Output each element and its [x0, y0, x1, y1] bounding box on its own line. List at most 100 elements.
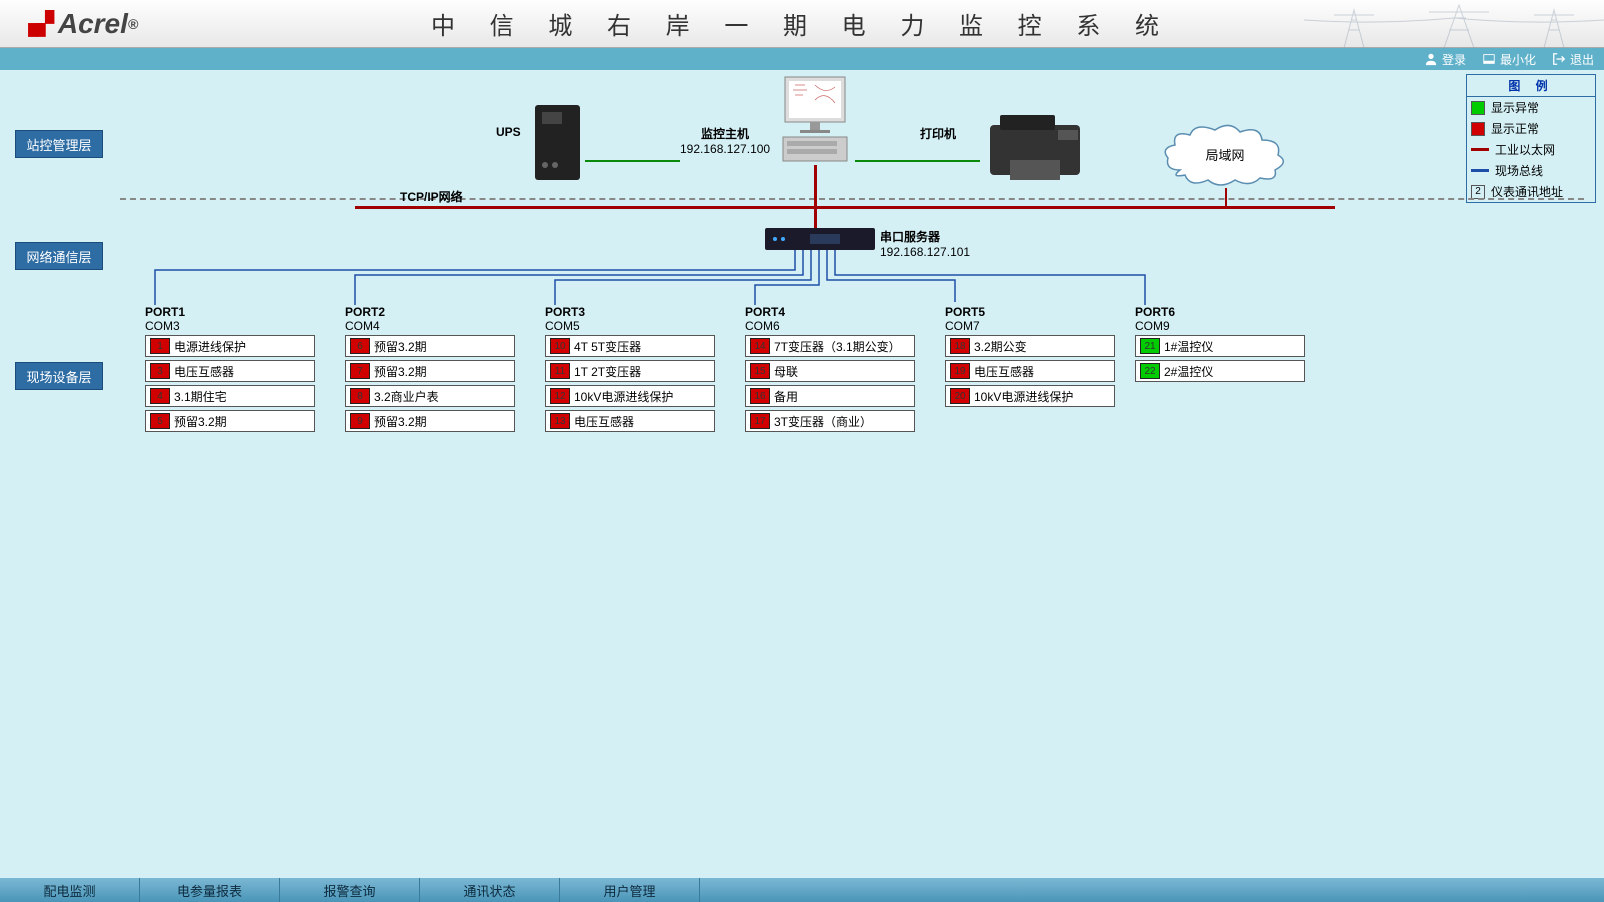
device-name: 备用	[774, 388, 798, 405]
device-name: 10kV电源进线保护	[574, 388, 673, 405]
device-item[interactable]: 111T 2T变压器	[545, 360, 715, 382]
pylon-bg	[1304, 0, 1604, 48]
device-item[interactable]: 5预留3.2期	[145, 410, 315, 432]
device-item[interactable]: 1电源进线保护	[145, 335, 315, 357]
legend-label-eth: 工业以太网	[1495, 141, 1555, 158]
lan-drop	[1225, 188, 1227, 206]
port-group-3: PORT4COM6147T变压器（3.1期公变）15母联16备用173T变压器（…	[745, 305, 915, 435]
legend-title: 图 例	[1467, 75, 1595, 97]
device-name: 电源进线保护	[174, 338, 246, 355]
device-item[interactable]: 16备用	[745, 385, 915, 407]
device-name: 7T变压器（3.1期公变）	[774, 338, 901, 355]
host-label: 监控主机 192.168.127.100	[680, 125, 770, 156]
legend-row-bus: 现场总线	[1467, 160, 1595, 181]
layer-field: 现场设备层	[15, 362, 103, 390]
device-name: 3.1期住宅	[174, 388, 227, 405]
device-addr: 5	[150, 413, 170, 429]
device-addr: 3	[150, 363, 170, 379]
host-printer-link	[855, 160, 980, 162]
lan-text: 局域网	[1205, 148, 1244, 163]
login-button[interactable]: 登录	[1424, 51, 1466, 68]
device-name: 4T 5T变压器	[574, 338, 641, 355]
device-addr: 18	[950, 338, 970, 354]
legend-row-eth: 工业以太网	[1467, 139, 1595, 160]
device-item[interactable]: 2010kV电源进线保护	[945, 385, 1115, 407]
printer-label: 打印机	[920, 125, 956, 142]
device-item[interactable]: 83.2商业户表	[345, 385, 515, 407]
exit-button[interactable]: 退出	[1552, 51, 1594, 68]
user-icon	[1424, 52, 1438, 66]
device-item[interactable]: 43.1期住宅	[145, 385, 315, 407]
device-addr: 11	[550, 363, 570, 379]
port-header: PORT3COM5	[545, 305, 715, 333]
legend-swatch-err	[1471, 101, 1485, 115]
serial-uplink	[814, 207, 817, 228]
exit-label: 退出	[1570, 51, 1594, 68]
logo-mark: ▗▞	[20, 11, 54, 37]
login-label: 登录	[1442, 51, 1466, 68]
printer-icon	[980, 110, 1090, 185]
cloud-icon: 局域网	[1160, 120, 1290, 190]
port-header: PORT2COM4	[345, 305, 515, 333]
device-item[interactable]: 9预留3.2期	[345, 410, 515, 432]
device-addr: 22	[1140, 363, 1160, 379]
device-item[interactable]: 13电压互感器	[545, 410, 715, 432]
port-group-1: PORT2COM46预留3.2期 7预留3.2期 83.2商业户表 9预留3.2期	[345, 305, 515, 435]
footer: 配电监测 电参量报表 报警查询 通讯状态 用户管理	[0, 878, 1604, 902]
port-header: PORT5COM7	[945, 305, 1115, 333]
serial-server-icon	[765, 228, 875, 250]
device-item[interactable]: 222#温控仪	[1135, 360, 1305, 382]
device-addr: 21	[1140, 338, 1160, 354]
device-item[interactable]: 15母联	[745, 360, 915, 382]
device-item[interactable]: 3电压互感器	[145, 360, 315, 382]
logo-r: ®	[128, 16, 138, 32]
device-item[interactable]: 6预留3.2期	[345, 335, 515, 357]
port-group-5: PORT6COM9211#温控仪222#温控仪	[1135, 305, 1305, 385]
port-group-2: PORT3COM5104T 5T变压器111T 2T变压器1210kV电源进线保…	[545, 305, 715, 435]
device-item[interactable]: 147T变压器（3.1期公变）	[745, 335, 915, 357]
device-addr: 19	[950, 363, 970, 379]
legend-label-ok: 显示正常	[1491, 120, 1539, 137]
device-item[interactable]: 7预留3.2期	[345, 360, 515, 382]
device-name: 1#温控仪	[1164, 338, 1213, 355]
footer-btn-0[interactable]: 配电监测	[0, 878, 140, 902]
device-item[interactable]: 183.2期公变	[945, 335, 1115, 357]
device-item[interactable]: 19电压互感器	[945, 360, 1115, 382]
serial-ip: 192.168.127.101	[880, 245, 970, 259]
device-item[interactable]: 104T 5T变压器	[545, 335, 715, 357]
device-addr: 14	[750, 338, 770, 354]
main-canvas: 站控管理层 网络通信层 现场设备层 图 例 显示异常 显示正常 工业以太网 现场…	[0, 70, 1604, 878]
device-addr: 15	[750, 363, 770, 379]
device-name: 电压互感器	[174, 363, 234, 380]
legend-row-ok: 显示正常	[1467, 118, 1595, 139]
footer-btn-4[interactable]: 用户管理	[560, 878, 700, 902]
legend: 图 例 显示异常 显示正常 工业以太网 现场总线 2仪表通讯地址	[1466, 74, 1596, 203]
footer-btn-3[interactable]: 通讯状态	[420, 878, 560, 902]
device-name: 预留3.2期	[174, 413, 227, 430]
port-group-0: PORT1COM31电源进线保护3电压互感器43.1期住宅5预留3.2期	[145, 305, 315, 435]
port-header: PORT4COM6	[745, 305, 915, 333]
legend-label-bus: 现场总线	[1495, 162, 1543, 179]
minimize-button[interactable]: 最小化	[1482, 51, 1536, 68]
device-addr: 10	[550, 338, 570, 354]
minimize-label: 最小化	[1500, 51, 1536, 68]
legend-line-bus	[1471, 169, 1489, 172]
ups-link	[585, 160, 680, 162]
device-addr: 17	[750, 413, 770, 429]
device-name: 电压互感器	[974, 363, 1034, 380]
page-title: 中 信 城 右 岸 一 期 电 力 监 控 系 统	[431, 6, 1173, 41]
device-addr: 4	[150, 388, 170, 404]
device-name: 1T 2T变压器	[574, 363, 641, 380]
device-name: 2#温控仪	[1164, 363, 1213, 380]
legend-addr-sample: 2	[1471, 185, 1485, 199]
device-name: 3.2期公变	[974, 338, 1027, 355]
monitor-icon	[775, 75, 855, 165]
device-item[interactable]: 1210kV电源进线保护	[545, 385, 715, 407]
layer-station: 站控管理层	[15, 130, 103, 158]
legend-label-err: 显示异常	[1491, 99, 1539, 116]
footer-btn-1[interactable]: 电参量报表	[140, 878, 280, 902]
device-item[interactable]: 211#温控仪	[1135, 335, 1305, 357]
device-name: 电压互感器	[574, 413, 634, 430]
device-item[interactable]: 173T变压器（商业）	[745, 410, 915, 432]
footer-btn-2[interactable]: 报警查询	[280, 878, 420, 902]
